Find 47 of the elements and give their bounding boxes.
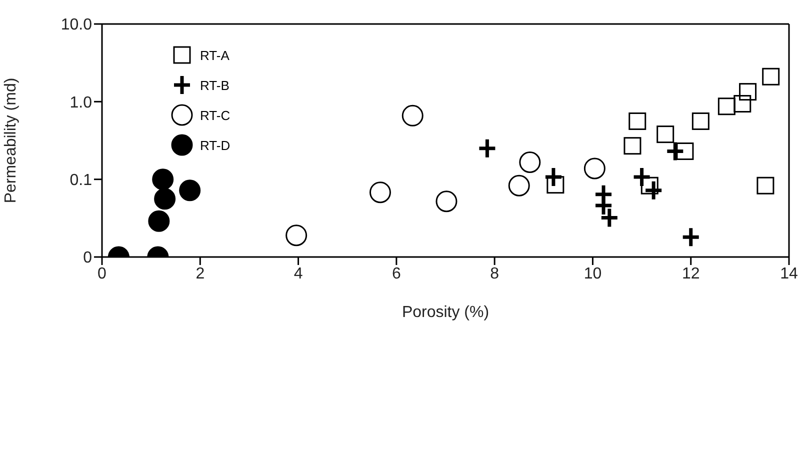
x-tick-label: 6 [392,265,401,282]
point [718,98,736,116]
point [640,176,658,194]
x-axis-title: Porosity (%) [402,304,490,321]
legend-label: RT-C [200,108,230,122]
point [179,180,201,202]
x-tick-label: 2 [196,265,205,282]
point [148,210,170,232]
x-tick-label: 8 [490,265,500,282]
x-tick-label: 14 [780,265,798,282]
point [519,151,541,173]
point [628,112,646,130]
point [734,95,752,113]
point [692,112,710,130]
point [656,126,674,144]
point [739,83,757,101]
point [544,166,564,188]
y-tick-label: 10.0 [60,16,92,34]
point [152,168,174,190]
point [477,138,497,160]
point [681,226,701,248]
point [762,68,780,86]
x-tick-label: 4 [294,265,303,282]
legend-label: RT-B [200,78,230,92]
point [154,188,176,210]
y-axis-title: Permeability (md) [2,78,20,204]
legend-label: RT-D [200,138,230,152]
y-tick-label: 0.1 [70,172,92,190]
point [644,180,664,202]
x-tick-label: 12 [682,265,700,282]
y-tick-label: 0 [83,250,92,267]
x-tick-label: 0 [98,265,107,282]
x-tick-label: 10 [584,265,602,282]
legend-label: RT-A [200,48,230,62]
point [632,166,652,188]
point [402,104,424,126]
point [584,158,606,180]
point [508,174,530,196]
point [369,182,391,204]
point [665,140,685,162]
point [286,224,308,246]
point [546,176,564,194]
point [676,142,694,160]
point [756,176,774,194]
y-tick-label: 1.0 [70,94,92,112]
point [436,190,458,212]
point [624,137,642,155]
